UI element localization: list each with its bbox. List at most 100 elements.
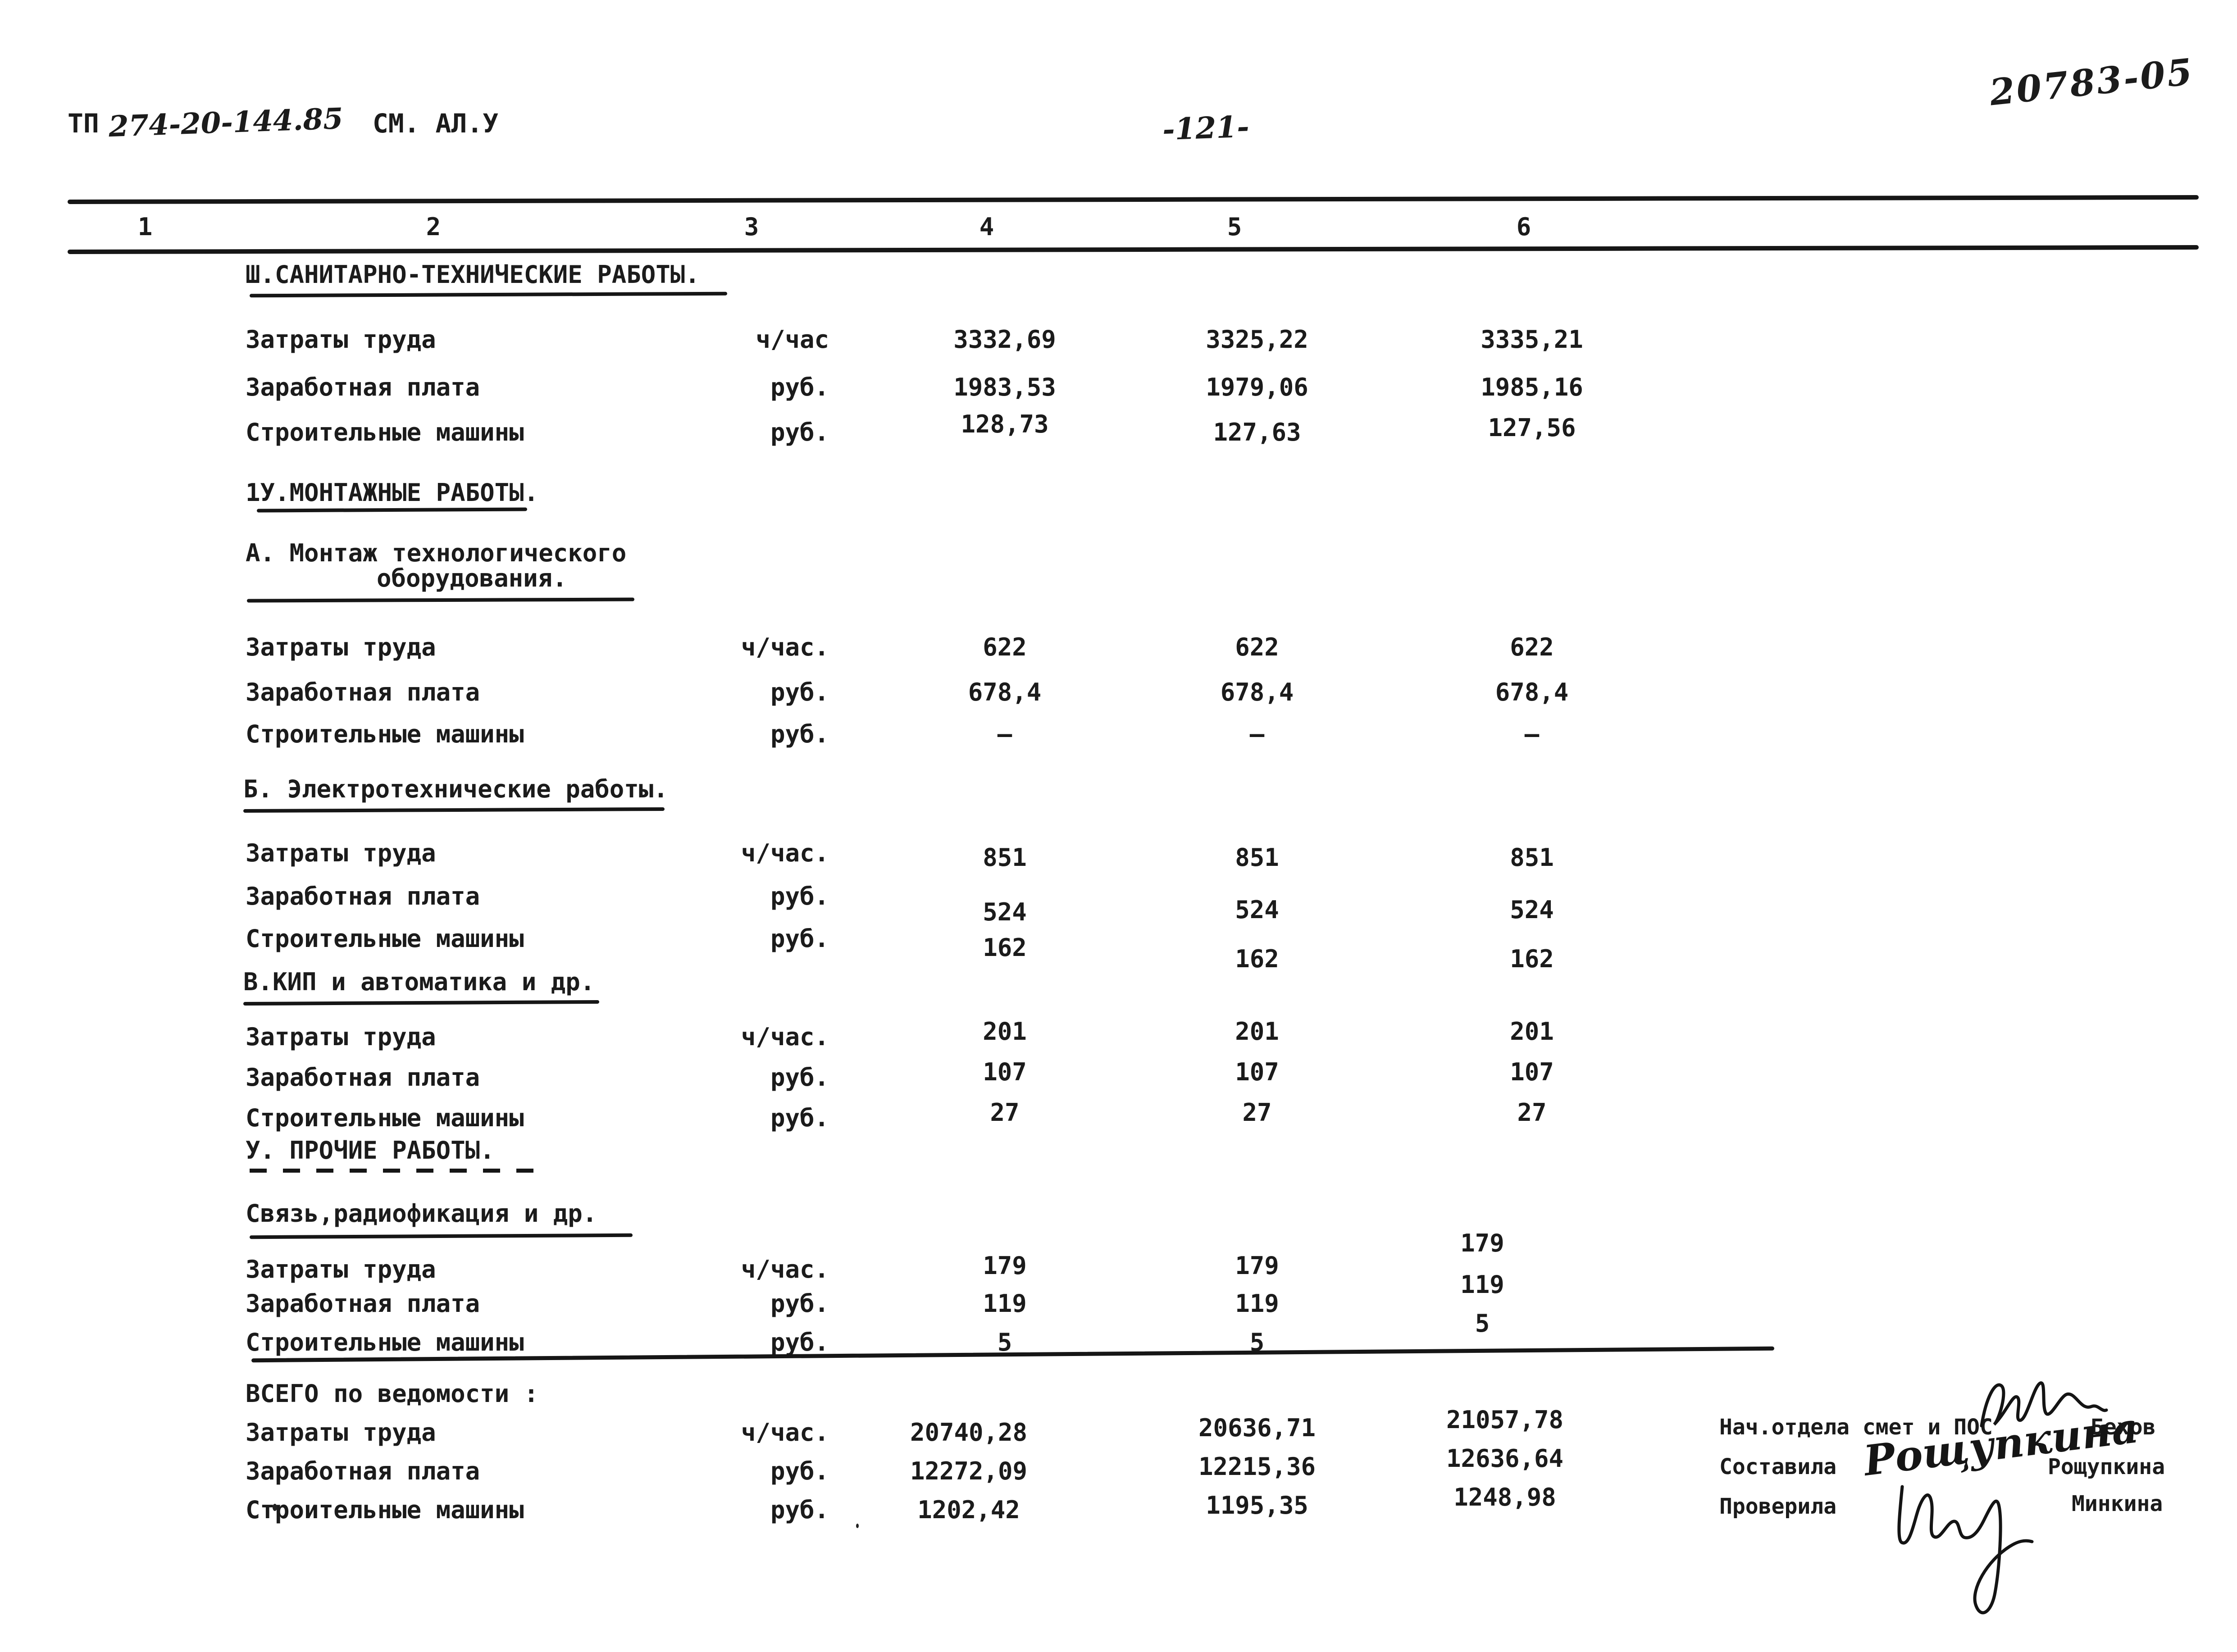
section-title-sanitary: Ш.САНИТАРНО-ТЕХНИЧЕСКИЕ РАБОТЫ.: [246, 260, 700, 289]
stamp-number: 20783-05: [1987, 50, 2196, 114]
column-number-6: 6: [1516, 213, 1531, 241]
signature-scribble-checked-icon: [1897, 1485, 2034, 1615]
section-underline: [249, 291, 728, 298]
value-col5: 851: [1235, 843, 1279, 872]
value-col4: 179: [983, 1252, 1027, 1280]
table-row: Строительные машины руб. 162 162 162: [0, 924, 2237, 973]
value-col5: 162: [1235, 945, 1279, 973]
value-col4: 1983,53: [953, 373, 1056, 401]
doc-code-suffix: СМ. АЛ.У: [372, 108, 499, 139]
subsection-underline: [246, 597, 635, 603]
section-dashed-underline: [250, 1169, 540, 1173]
table-row: Заработная плата руб. 1983,53 1979,06 19…: [0, 373, 2237, 403]
value-col5: 127,63: [1213, 418, 1301, 446]
value-col5: 678,4: [1220, 678, 1294, 706]
value-col5: 27: [1242, 1098, 1272, 1127]
table-row: Заработная плата руб. 107 107 107: [0, 1058, 2237, 1092]
value-col6: 201: [1510, 1017, 1554, 1046]
row-label: Заработная плата: [246, 1289, 480, 1318]
value-col4: 622: [983, 633, 1027, 661]
value-col4: 20740,28: [910, 1418, 1028, 1447]
subsection-title-a-line2: оборудования.: [377, 564, 567, 592]
value-col4: 201: [983, 1017, 1027, 1046]
value-col5: 20636,71: [1198, 1414, 1316, 1442]
value-col5: 12215,36: [1198, 1452, 1316, 1481]
column-number-4: 4: [979, 213, 994, 241]
section-title-other: У. ПРОЧИЕ РАБОТЫ.: [246, 1136, 495, 1165]
row-unit: руб.: [770, 882, 829, 910]
table-row: Заработная плата руб. 678,4 678,4 678,4: [0, 678, 2237, 708]
value-col6: 524: [1510, 896, 1554, 924]
value-col6: 162: [1510, 945, 1554, 973]
value-col4: 3332,69: [953, 325, 1056, 354]
value-col6: 119: [1460, 1270, 1504, 1299]
row-unit: руб.: [770, 924, 829, 953]
page-number: -121-: [1162, 109, 1250, 147]
row-unit: руб.: [770, 1063, 829, 1092]
row-unit: ч/час.: [741, 1255, 829, 1283]
value-col5: 524: [1235, 896, 1279, 924]
table-row: Заработная плата руб. 12272,09 12215,36 …: [0, 1444, 2237, 1487]
row-label: Строительные машины: [246, 1328, 524, 1356]
row-label: Затраты труда: [246, 1418, 436, 1447]
doc-code-prefix: ТП: [68, 108, 99, 139]
value-col6: 622: [1510, 633, 1554, 661]
row-label: Строительные машины: [246, 924, 524, 953]
row-label: Заработная плата: [246, 1457, 480, 1485]
row-label: Строительные машины: [246, 720, 524, 748]
doc-code-number: 274-20-144.85: [108, 101, 344, 144]
value-col6: 678,4: [1495, 678, 1569, 706]
column-number-3: 3: [744, 213, 759, 241]
document-code: ТП 274-20-144.85 СМ. АЛ.У: [68, 102, 499, 144]
row-unit: руб.: [770, 720, 829, 748]
table-row: Затраты труда ч/час. 20740,28 20636,71 2…: [0, 1406, 2237, 1448]
signature-role-chief: Нач.отдела смет и ПОС: [1719, 1415, 1993, 1440]
ink-speck: [273, 1504, 277, 1511]
value-col6: 12636,64: [1446, 1444, 1564, 1473]
value-col4: 107: [983, 1058, 1027, 1086]
value-col4: 851: [983, 843, 1027, 872]
signature-role-compiled: Составила: [1719, 1454, 1837, 1479]
table-row: Затраты труда ч/час. 851 851 851: [0, 839, 2237, 872]
value-col4: 5: [997, 1328, 1012, 1356]
row-label: Затраты труда: [246, 325, 436, 354]
value-col4: 12272,09: [910, 1457, 1028, 1485]
subsection-underline: [249, 1233, 633, 1239]
ink-speck: [856, 1524, 859, 1528]
row-unit: руб.: [770, 678, 829, 706]
row-label: Затраты труда: [246, 839, 436, 867]
row-label: Затраты труда: [246, 1255, 436, 1283]
row-label: Строительные машины: [246, 1496, 524, 1524]
row-unit: руб.: [770, 373, 829, 401]
value-col6: –: [1524, 720, 1540, 748]
signature-name-minkina: Минкина: [2072, 1491, 2163, 1516]
row-unit: руб.: [770, 1496, 829, 1524]
value-col4: 162: [983, 933, 1027, 962]
section-title-montage: 1У.МОНТАЖНЫЕ РАБОТЫ.: [246, 478, 539, 507]
section-title-kip: В.КИП и автоматика и др.: [243, 968, 595, 996]
column-number-2: 2: [426, 213, 441, 241]
table-header-rule: [67, 245, 2199, 254]
subsection-title-svyaz: Связь,радиофикация и др.: [246, 1199, 597, 1228]
table-row: Строительные машины руб. – – –: [0, 720, 2237, 750]
value-col4: –: [997, 720, 1012, 748]
signature-scribble-chief-icon: [1980, 1381, 2108, 1428]
row-label: Затраты труда: [246, 633, 436, 661]
row-unit: руб.: [770, 1328, 829, 1356]
table-row: Затраты труда ч/час 3332,69 3325,22 3335…: [0, 325, 2237, 355]
signature-name-roshchupkina: Рощупкина: [2048, 1454, 2165, 1479]
section-title-electro: Б. Электротехнические работы.: [243, 775, 668, 803]
table-row: Строительные машины руб. 128,73 127,63 1…: [0, 410, 2237, 448]
column-number-5: 5: [1227, 213, 1242, 241]
row-unit: руб.: [770, 1457, 829, 1485]
row-label: Заработная плата: [246, 1063, 480, 1092]
section-underline: [243, 807, 665, 813]
value-col6: 5: [1475, 1309, 1490, 1338]
column-number-1: 1: [137, 213, 153, 241]
row-label: Заработная плата: [246, 678, 480, 706]
table-row: Затраты труда ч/час. 201 201 201: [0, 1017, 2237, 1051]
row-label: Заработная плата: [246, 373, 480, 401]
table-row: Затраты труда ч/час. 622 622 622: [0, 633, 2237, 663]
signature-name-behov: Бехов: [2091, 1415, 2156, 1440]
row-unit: руб.: [770, 1289, 829, 1318]
